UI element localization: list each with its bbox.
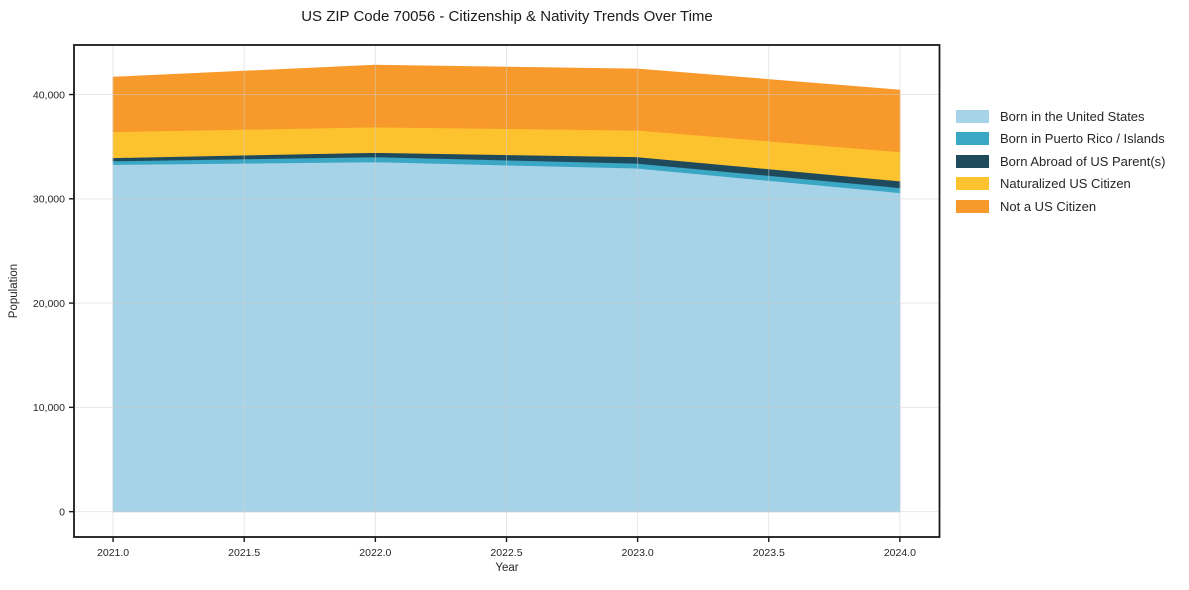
chart-title: US ZIP Code 70056 - Citizenship & Nativi… — [301, 8, 713, 25]
legend-swatch — [956, 109, 989, 123]
y-tick-label: 0 — [59, 506, 65, 518]
y-tick-label: 10,000 — [33, 402, 65, 414]
legend-swatch — [956, 177, 989, 191]
legend-item: Born in Puerto Rico / Islands — [956, 128, 1165, 151]
legend: Born in the United States Born in Puerto … — [956, 105, 1165, 218]
x-tick-label: 2022.5 — [490, 547, 522, 559]
y-tick-label: 30,000 — [33, 194, 65, 206]
legend-item: Born in the United States — [956, 105, 1165, 128]
legend-label: Naturalized US Citizen — [1000, 176, 1131, 192]
x-tick-label: 2023.0 — [622, 547, 654, 559]
y-tick-label: 40,000 — [33, 89, 65, 101]
legend-item: Born Abroad of US Parent(s) — [956, 150, 1165, 173]
x-tick-label: 2021.5 — [228, 547, 260, 559]
legend-swatch — [956, 199, 989, 213]
legend-label: Born in the United States — [1000, 108, 1145, 124]
legend-item: Naturalized US Citizen — [956, 173, 1165, 196]
y-tick-label: 20,000 — [33, 298, 65, 310]
legend-label: Born Abroad of US Parent(s) — [1000, 153, 1166, 169]
x-tick-label: 2023.5 — [753, 547, 785, 559]
y-axis-label: Population — [8, 263, 20, 319]
legend-label: Born in Puerto Rico / Islands — [1000, 131, 1165, 147]
x-tick-label: 2021.0 — [97, 547, 129, 559]
legend-swatch — [956, 154, 989, 168]
x-axis-label: Year — [495, 562, 519, 574]
legend-item: Not a US Citizen — [956, 195, 1165, 218]
x-tick-label: 2022.0 — [359, 547, 391, 559]
legend-label: Not a US Citizen — [1000, 198, 1097, 214]
x-tick-label: 2024.0 — [884, 547, 916, 559]
legend-swatch — [956, 132, 989, 146]
